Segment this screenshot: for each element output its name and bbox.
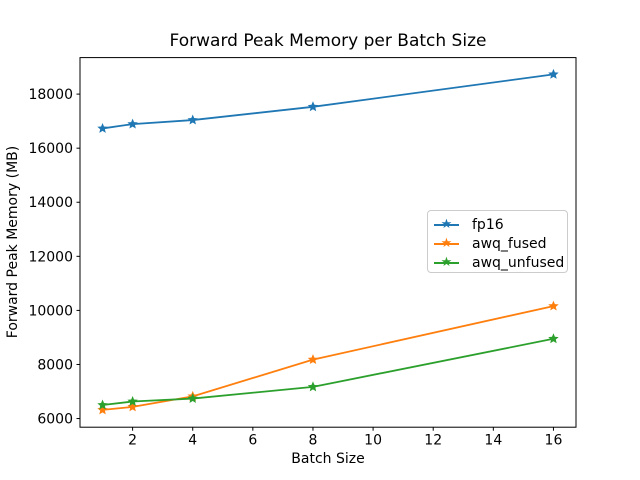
data-point-awq_fused — [548, 300, 559, 311]
x-tick-label: 8 — [309, 433, 318, 449]
data-point-awq_unfused — [187, 393, 198, 403]
x-tick-label: 10 — [364, 433, 382, 449]
x-tick-label: 16 — [545, 433, 563, 449]
star-marker-icon: ★ — [440, 235, 453, 251]
x-tick-label: 12 — [424, 433, 442, 449]
data-point-fp16 — [127, 118, 138, 129]
data-point-awq_fused — [97, 404, 108, 415]
legend: ★ fp16 ★ awq_fused ★ awq_unfused — [427, 210, 568, 273]
data-point-awq_unfused — [548, 333, 559, 344]
data-point-awq_unfused — [127, 396, 138, 406]
legend-entry-awq-unfused: ★ awq_unfused — [434, 253, 567, 272]
star-marker-icon: ★ — [440, 254, 453, 270]
y-tick-label: 10000 — [28, 303, 73, 319]
x-tick-label: 6 — [248, 433, 257, 449]
star-marker-icon: ★ — [440, 216, 453, 232]
legend-line-sample — [434, 261, 459, 264]
chart-title: Forward Peak Memory per Batch Size — [169, 31, 487, 51]
data-point-awq_unfused — [307, 381, 319, 392]
line-star-marker-icon: ★ — [434, 217, 459, 232]
y-tick-label: 8000 — [37, 357, 73, 373]
x-tick-label: 4 — [188, 433, 197, 449]
x-tick-label: 14 — [484, 433, 502, 449]
legend-line-sample — [434, 242, 459, 245]
y-axis-label: Forward Peak Memory (MB) — [5, 145, 21, 339]
y-tick-label: 16000 — [28, 141, 73, 157]
series-line-awq_fused — [101, 305, 555, 411]
legend-entry-awq-fused: ★ awq_fused — [434, 234, 567, 253]
y-tick-label: 6000 — [37, 412, 73, 428]
series-line-fp16 — [101, 73, 555, 130]
data-point-fp16 — [187, 114, 198, 125]
data-point-awq_fused — [127, 401, 138, 412]
x-tick-label: 2 — [128, 433, 137, 449]
data-point-fp16 — [548, 68, 559, 79]
axes-frame — [79, 57, 577, 428]
data-point-fp16 — [307, 101, 319, 112]
legend-label: awq_fused — [472, 235, 547, 252]
data-point-fp16 — [97, 122, 108, 133]
x-axis-label: Batch Size — [291, 451, 365, 467]
legend-entry-fp16: ★ fp16 — [434, 215, 567, 234]
line-star-marker-icon: ★ — [434, 255, 459, 270]
data-point-awq_unfused — [97, 399, 108, 410]
data-point-awq_fused — [307, 354, 319, 365]
line-star-marker-icon: ★ — [434, 236, 459, 251]
legend-label: awq_unfused — [472, 254, 565, 271]
legend-line-sample — [434, 223, 459, 226]
series-line-awq_unfused — [101, 337, 555, 406]
y-tick-label: 12000 — [28, 249, 73, 265]
y-tick-label: 14000 — [28, 195, 73, 211]
legend-label: fp16 — [472, 216, 504, 233]
y-tick-label: 18000 — [28, 87, 73, 103]
